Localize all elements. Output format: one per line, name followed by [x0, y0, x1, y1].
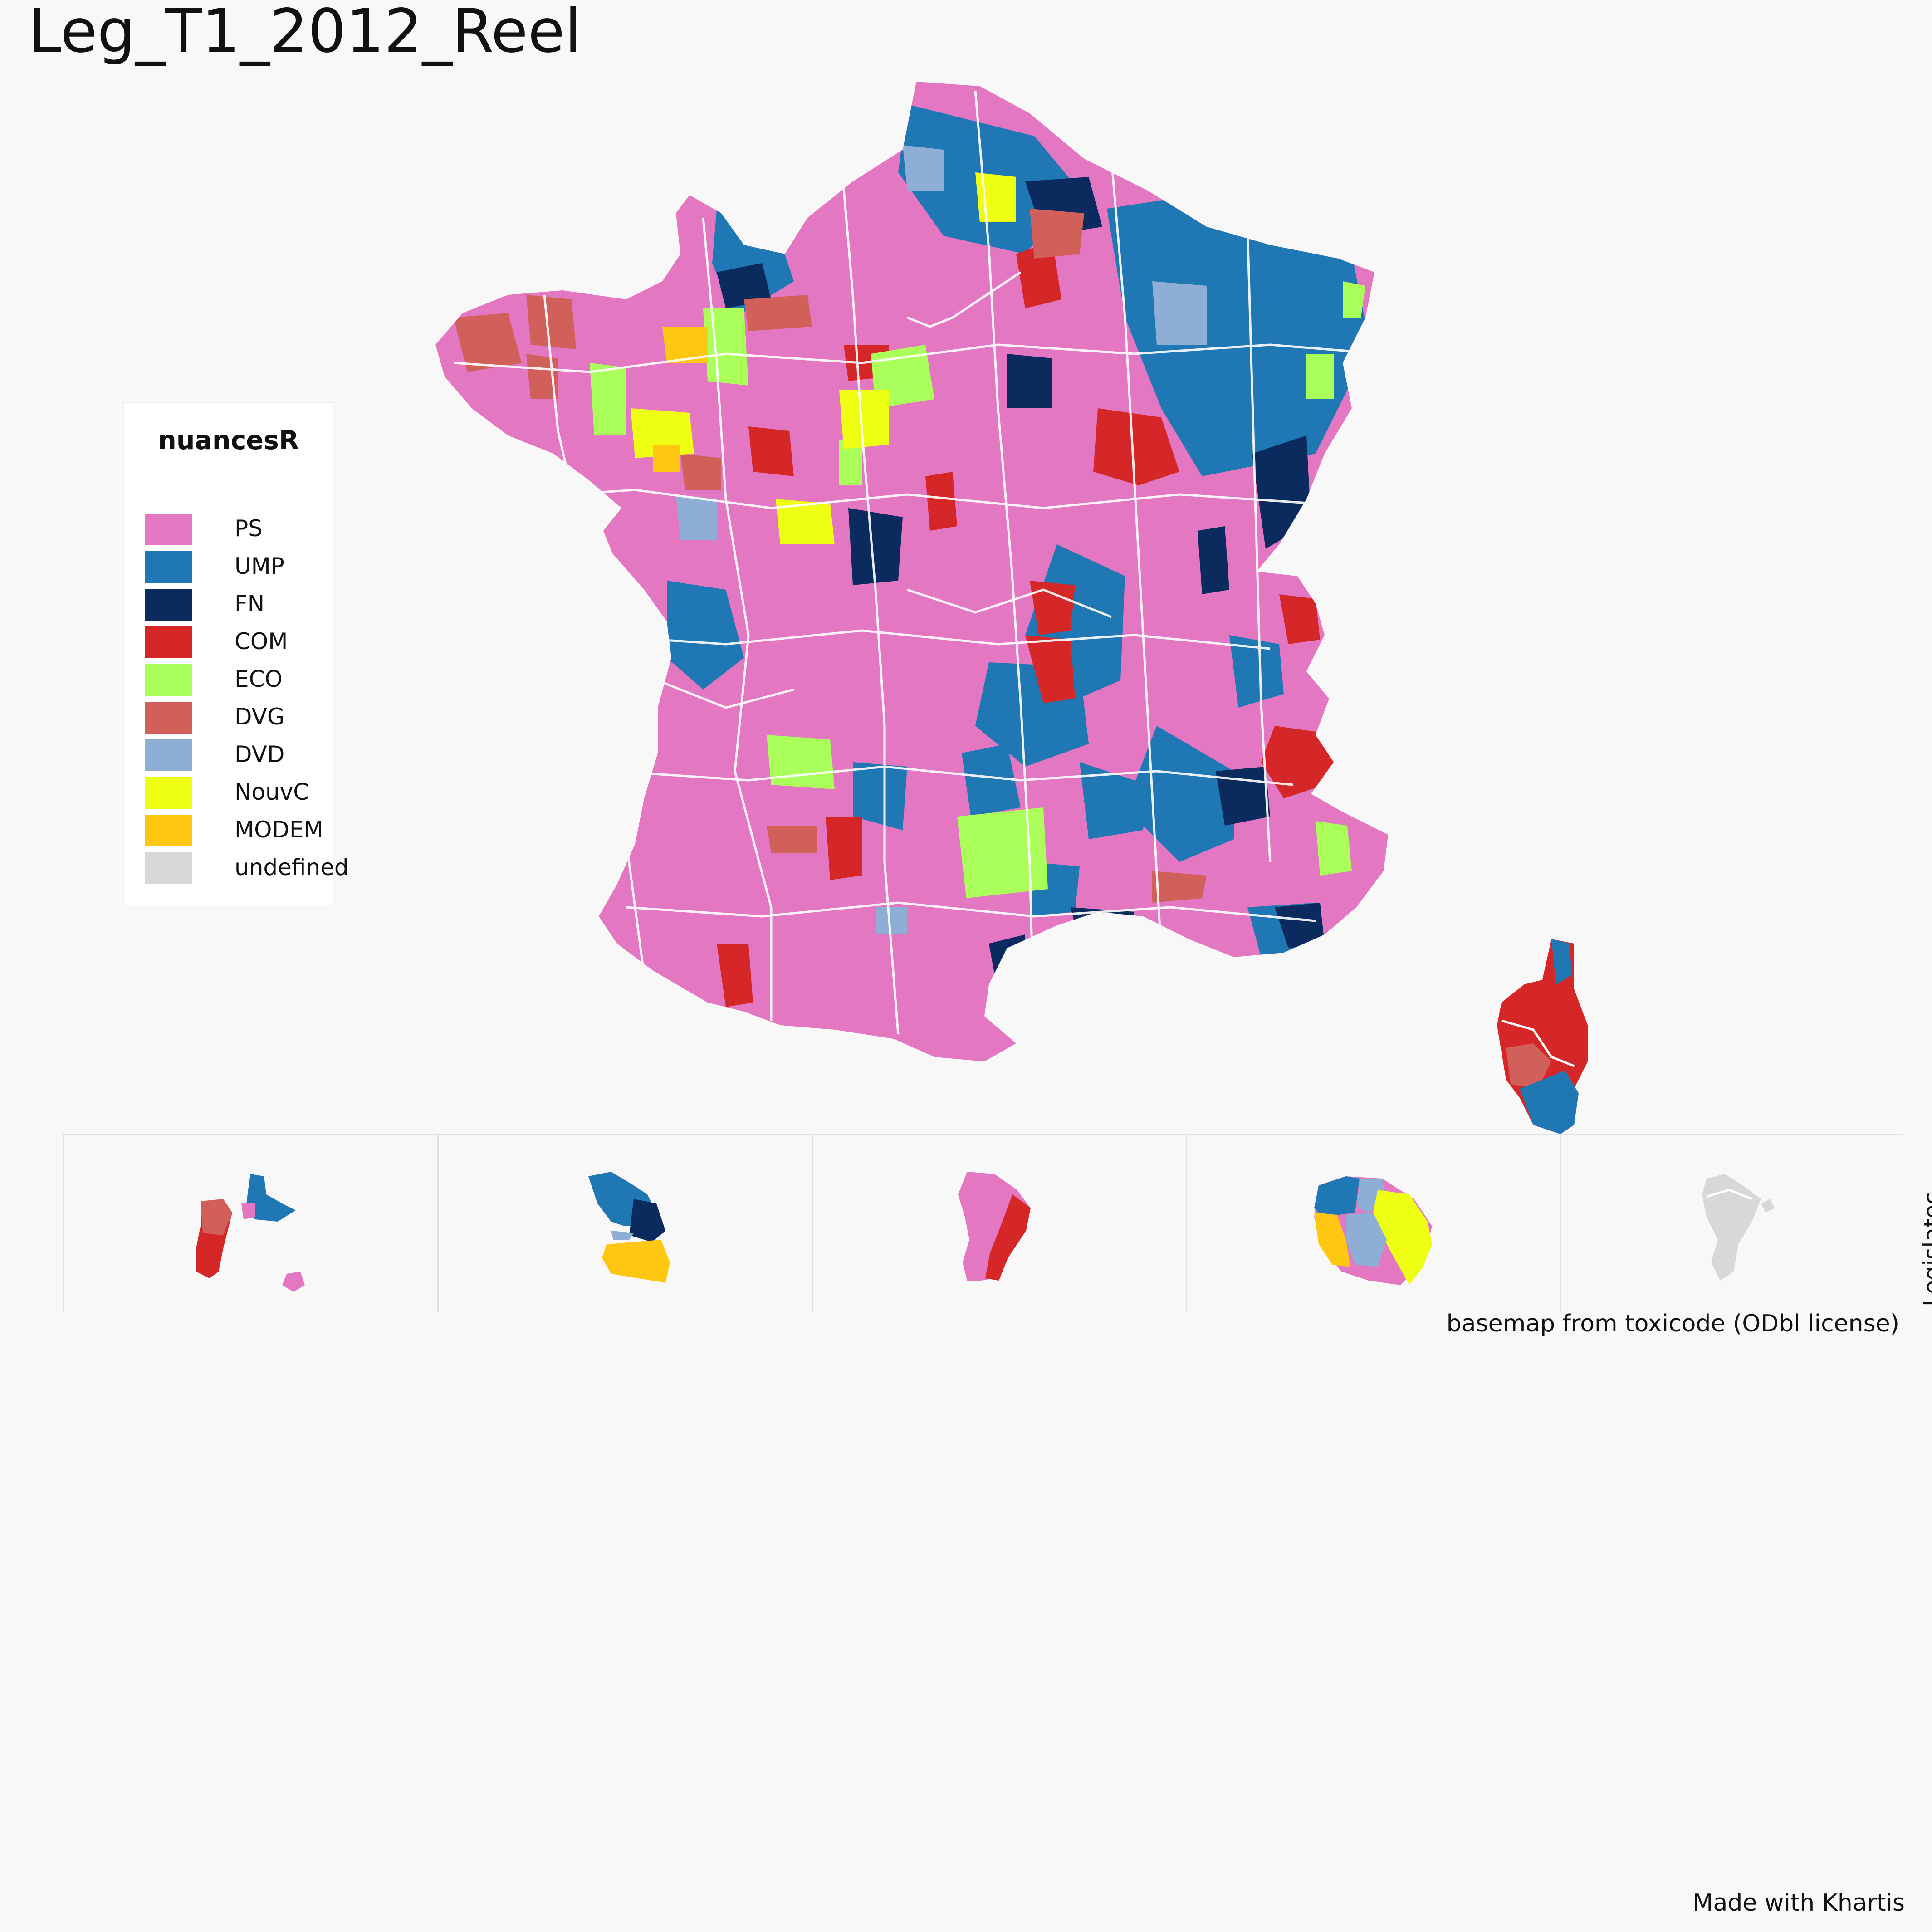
legend-item-com: COM — [145, 626, 326, 658]
legend-label: undefined — [235, 854, 349, 880]
legend-item-modem: MODEM — [145, 815, 326, 846]
legend-swatch — [145, 777, 192, 809]
legend-swatch — [145, 551, 192, 583]
inset-mayotte — [1560, 1135, 1903, 1312]
legend-item-ump: UMP — [145, 551, 326, 583]
legend-swatch — [145, 739, 192, 771]
legend-swatch — [145, 664, 192, 696]
legend-swatch — [145, 815, 192, 846]
made-with-credit: Made with Khartis — [1692, 1889, 1905, 1917]
source-label-vertical: Legislatec — [1919, 1192, 1932, 1306]
inset-martinique — [437, 1135, 812, 1312]
map-title: Leg_T1_2012_Reel — [28, 0, 582, 66]
legend: nuancesR PS UMP FN COM ECO DVG DVD NouvC MODEM un… — [123, 402, 349, 905]
legend-label: COM — [235, 628, 288, 655]
legend-item-dvg: DVG — [145, 702, 326, 734]
inset-reunion — [1186, 1135, 1560, 1312]
legend-label: MODEM — [235, 817, 323, 843]
legend-label: FN — [235, 591, 265, 617]
legend-label: ECO — [235, 666, 283, 692]
legend-item-ps: PS — [145, 514, 326, 545]
legend-item-undefined: undefined — [145, 852, 349, 884]
legend-swatch — [145, 702, 192, 734]
legend-item-eco: ECO — [145, 664, 326, 696]
inset-guyane — [812, 1135, 1186, 1312]
legend-label: DVD — [235, 741, 285, 768]
basemap-credit: basemap from toxicode (ODbl license) — [1446, 1310, 1899, 1337]
legend-swatch — [145, 589, 192, 621]
legend-label: PS — [235, 515, 263, 542]
legend-swatch — [145, 852, 192, 884]
legend-title: nuancesR — [158, 426, 299, 455]
legend-item-dvd: DVD — [145, 739, 326, 771]
legend-item-fn: FN — [145, 589, 326, 621]
overseas-insets — [63, 1134, 1903, 1312]
legend-item-nouvc: NouvC — [145, 777, 326, 809]
legend-swatch — [145, 626, 192, 658]
inset-guadeloupe — [63, 1135, 437, 1312]
legend-label: NouvC — [235, 779, 309, 805]
legend-swatch — [145, 514, 192, 545]
legend-label: DVG — [235, 704, 285, 730]
legend-label: UMP — [235, 553, 284, 579]
